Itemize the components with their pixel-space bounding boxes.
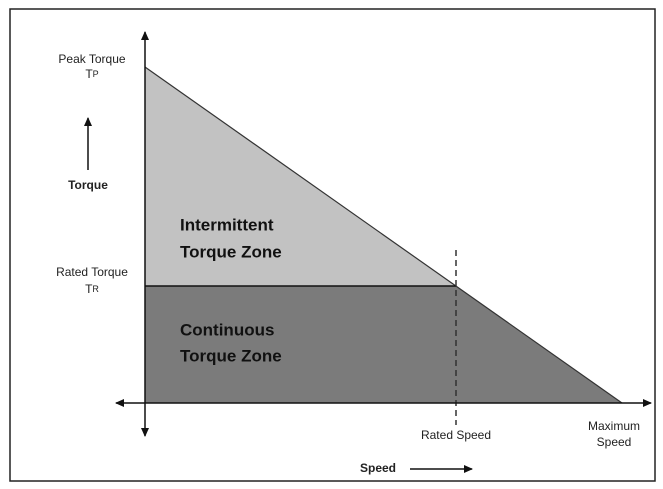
rated-symbol: TR (85, 282, 99, 296)
peak-symbol: TP (85, 67, 98, 81)
zone-label: Torque Zone (180, 346, 282, 365)
y-axis-label: Torque (68, 178, 108, 192)
symbol: T (85, 282, 93, 296)
subscript: P (93, 69, 99, 79)
zone-label: Continuous (180, 320, 274, 339)
subscript: R (92, 284, 99, 294)
max-speed-label: Maximum (588, 419, 640, 433)
peak-label: Peak Torque (58, 52, 125, 66)
continuous-zone (145, 286, 622, 403)
symbol: T (85, 67, 93, 81)
rated-label: Rated Torque (56, 265, 128, 279)
x-axis-label: Speed (360, 461, 396, 475)
max-speed-label: Speed (597, 435, 632, 449)
frame (9, 8, 656, 482)
zone-label: Torque Zone (180, 242, 282, 261)
torque-curve (144, 66, 623, 404)
rated-speed-label: Rated Speed (421, 428, 491, 442)
zone-label: Intermittent (180, 215, 274, 234)
